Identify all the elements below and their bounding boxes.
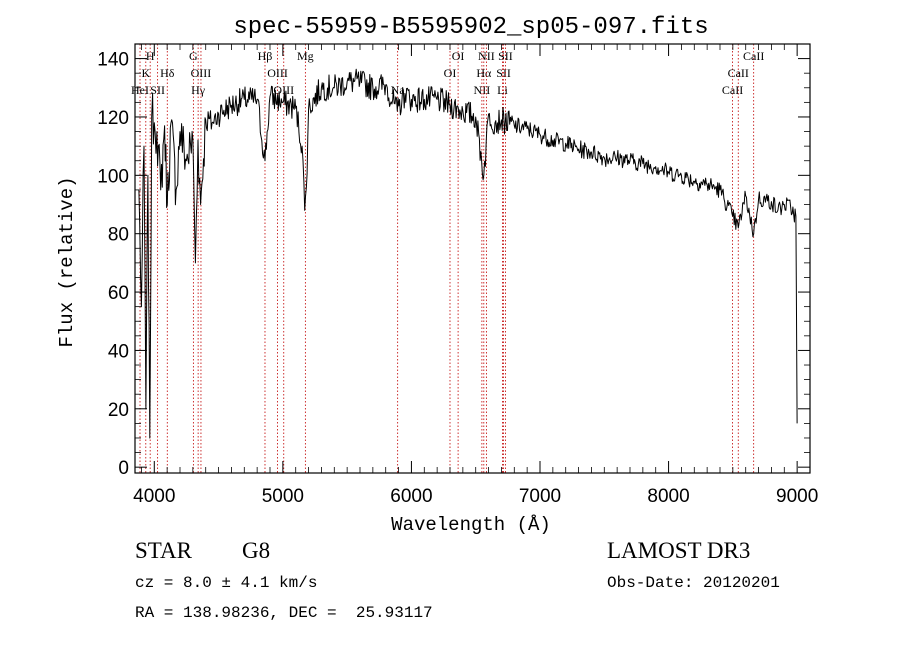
- marker-label: Li: [497, 83, 508, 97]
- marker-label: SII: [150, 83, 165, 97]
- marker-label: Hβ: [258, 49, 273, 63]
- x-axis-label: Wavelength (Å): [391, 514, 551, 536]
- marker-label: OI: [452, 49, 465, 63]
- marker-label: OIII: [267, 66, 288, 80]
- object-class: STAR: [135, 538, 192, 563]
- y-tick-label: 120: [97, 108, 129, 129]
- y-tick-label: 100: [97, 166, 129, 187]
- marker-label: H: [146, 49, 155, 63]
- marker-label: HeI: [131, 83, 149, 97]
- chart-title: spec-55959-B5595902_sp05-097.fits: [233, 14, 708, 41]
- y-axis: 0 20 40 60 80 100 120 140: [97, 50, 810, 479]
- spectrum-line: [138, 68, 798, 439]
- x-tick-label: 5000: [262, 486, 304, 507]
- sky-coordinates: RA = 138.98236, DEC = 25.93117: [135, 604, 433, 622]
- marker-label: Hδ: [160, 66, 175, 80]
- y-tick-label: 60: [108, 283, 129, 304]
- marker-label: Na: [391, 83, 406, 97]
- x-tick-label: 7000: [519, 486, 561, 507]
- marker-label: OI: [444, 66, 457, 80]
- marker-label: OIII: [191, 66, 212, 80]
- object-subclass: G8: [242, 538, 271, 563]
- x-tick-label: 4000: [133, 486, 175, 507]
- marker-label: Hα: [476, 66, 492, 80]
- x-axis: 4000 5000 6000 7000 8000 9000: [133, 44, 818, 507]
- marker-label: CaII: [728, 66, 749, 80]
- marker-label: CaII: [743, 49, 764, 63]
- y-tick-label: 40: [108, 341, 129, 362]
- marker-label: K: [141, 66, 150, 80]
- marker-label: Hγ: [191, 83, 206, 97]
- spectrum-series: [138, 68, 798, 439]
- y-axis-label: Flux (relative): [56, 176, 78, 347]
- survey-name: LAMOST DR3: [607, 538, 751, 563]
- y-tick-label: 140: [97, 50, 129, 71]
- y-tick-label: 0: [118, 458, 129, 479]
- x-tick-label: 9000: [776, 486, 818, 507]
- y-tick-label: 20: [108, 400, 129, 421]
- y-tick-label: 80: [108, 225, 129, 246]
- observation-date: Obs-Date: 20120201: [607, 574, 780, 592]
- marker-label: Mg: [297, 49, 314, 63]
- marker-label: G: [189, 49, 198, 63]
- marker-label: SII: [498, 49, 513, 63]
- marker-label: CaII: [722, 83, 743, 97]
- marker-label: NII: [474, 83, 491, 97]
- plot-frame: [134, 43, 811, 474]
- x-tick-label: 6000: [390, 486, 432, 507]
- x-tick-label: 8000: [647, 486, 689, 507]
- redshift-value: cz = 8.0 ± 4.1 km/s: [135, 574, 318, 592]
- marker-label: NII: [478, 49, 495, 63]
- marker-label: SII: [496, 66, 511, 80]
